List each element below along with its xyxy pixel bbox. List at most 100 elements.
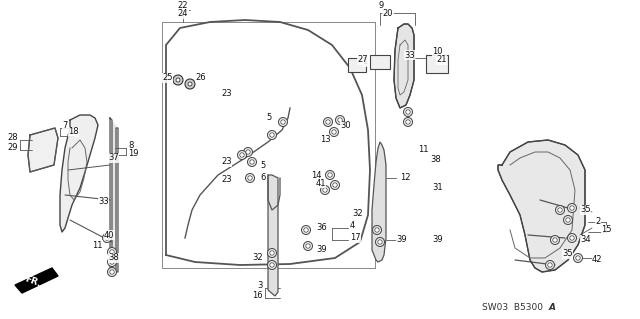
Circle shape — [333, 183, 337, 187]
Circle shape — [548, 263, 552, 267]
Text: 32: 32 — [352, 210, 363, 219]
Circle shape — [240, 153, 244, 157]
Circle shape — [406, 110, 410, 114]
Circle shape — [268, 249, 276, 257]
Text: 1: 1 — [362, 57, 367, 66]
Circle shape — [328, 173, 332, 177]
Text: 24: 24 — [178, 10, 188, 19]
Circle shape — [566, 218, 570, 222]
Text: 26: 26 — [195, 73, 205, 83]
Circle shape — [188, 82, 192, 86]
Circle shape — [110, 270, 114, 274]
Circle shape — [332, 130, 336, 134]
Text: 39: 39 — [396, 235, 406, 244]
Text: 32: 32 — [252, 254, 263, 263]
Polygon shape — [110, 118, 118, 270]
Text: 11: 11 — [92, 241, 102, 249]
Text: 11: 11 — [418, 145, 429, 154]
Circle shape — [553, 238, 557, 242]
Circle shape — [268, 261, 276, 270]
Circle shape — [556, 205, 564, 214]
Text: 7: 7 — [62, 121, 67, 130]
Text: 17: 17 — [350, 234, 360, 242]
Text: 36: 36 — [316, 224, 327, 233]
Text: 31: 31 — [432, 183, 443, 192]
Circle shape — [105, 236, 109, 240]
Circle shape — [573, 254, 582, 263]
Text: 35: 35 — [580, 205, 591, 214]
Text: 38: 38 — [430, 155, 441, 165]
Text: 5: 5 — [267, 114, 272, 122]
Circle shape — [248, 158, 257, 167]
Circle shape — [570, 236, 574, 240]
Circle shape — [108, 268, 116, 277]
Text: 39: 39 — [432, 235, 443, 244]
Circle shape — [376, 238, 385, 247]
Circle shape — [335, 115, 344, 124]
Text: 13: 13 — [320, 136, 331, 145]
Text: 18: 18 — [68, 128, 79, 137]
Text: 25: 25 — [163, 73, 173, 83]
Circle shape — [110, 260, 114, 264]
Circle shape — [321, 186, 330, 195]
Text: 12: 12 — [400, 174, 410, 182]
Circle shape — [306, 244, 310, 248]
Circle shape — [403, 117, 413, 127]
Circle shape — [248, 176, 252, 180]
Circle shape — [330, 128, 339, 137]
Text: 37: 37 — [108, 153, 119, 162]
Text: 21: 21 — [436, 56, 447, 64]
Circle shape — [270, 263, 274, 267]
Text: 33: 33 — [98, 197, 109, 206]
Polygon shape — [60, 115, 98, 232]
Text: 40: 40 — [104, 231, 115, 240]
Text: 23: 23 — [221, 158, 232, 167]
Polygon shape — [498, 140, 585, 272]
Circle shape — [330, 181, 339, 189]
Circle shape — [268, 130, 276, 139]
Circle shape — [338, 118, 342, 122]
FancyBboxPatch shape — [348, 58, 366, 72]
Text: 39: 39 — [316, 246, 326, 255]
Circle shape — [563, 216, 573, 225]
Text: 23: 23 — [221, 88, 232, 98]
Polygon shape — [28, 128, 58, 172]
Circle shape — [576, 256, 580, 260]
Text: 29: 29 — [8, 144, 18, 152]
Text: 27: 27 — [357, 56, 368, 64]
Polygon shape — [15, 268, 58, 293]
Text: SW03  B5300: SW03 B5300 — [482, 303, 543, 313]
Circle shape — [570, 206, 574, 210]
Text: 28: 28 — [8, 133, 18, 143]
Text: 34: 34 — [580, 235, 591, 244]
Circle shape — [185, 79, 195, 89]
Text: A: A — [549, 303, 556, 313]
Circle shape — [281, 120, 285, 124]
Circle shape — [323, 117, 333, 127]
Circle shape — [176, 78, 180, 82]
Text: 19: 19 — [128, 149, 138, 158]
FancyBboxPatch shape — [426, 55, 448, 73]
Circle shape — [403, 108, 413, 116]
Polygon shape — [394, 24, 414, 108]
Text: 9: 9 — [378, 2, 383, 11]
Text: 23: 23 — [221, 175, 232, 184]
Text: 4: 4 — [350, 221, 355, 231]
Circle shape — [270, 251, 274, 255]
Circle shape — [372, 226, 381, 234]
Circle shape — [303, 241, 312, 250]
Text: 14: 14 — [312, 170, 322, 180]
Text: 38: 38 — [108, 254, 119, 263]
Circle shape — [110, 250, 114, 254]
Circle shape — [102, 234, 111, 242]
Text: FR.: FR. — [24, 274, 42, 288]
Circle shape — [270, 133, 274, 137]
Circle shape — [323, 188, 327, 192]
Text: 5: 5 — [260, 160, 266, 169]
Circle shape — [550, 235, 559, 244]
Text: 16: 16 — [252, 291, 263, 300]
Text: 41: 41 — [316, 179, 326, 188]
FancyBboxPatch shape — [370, 55, 390, 69]
Circle shape — [304, 228, 308, 232]
Circle shape — [108, 257, 116, 266]
